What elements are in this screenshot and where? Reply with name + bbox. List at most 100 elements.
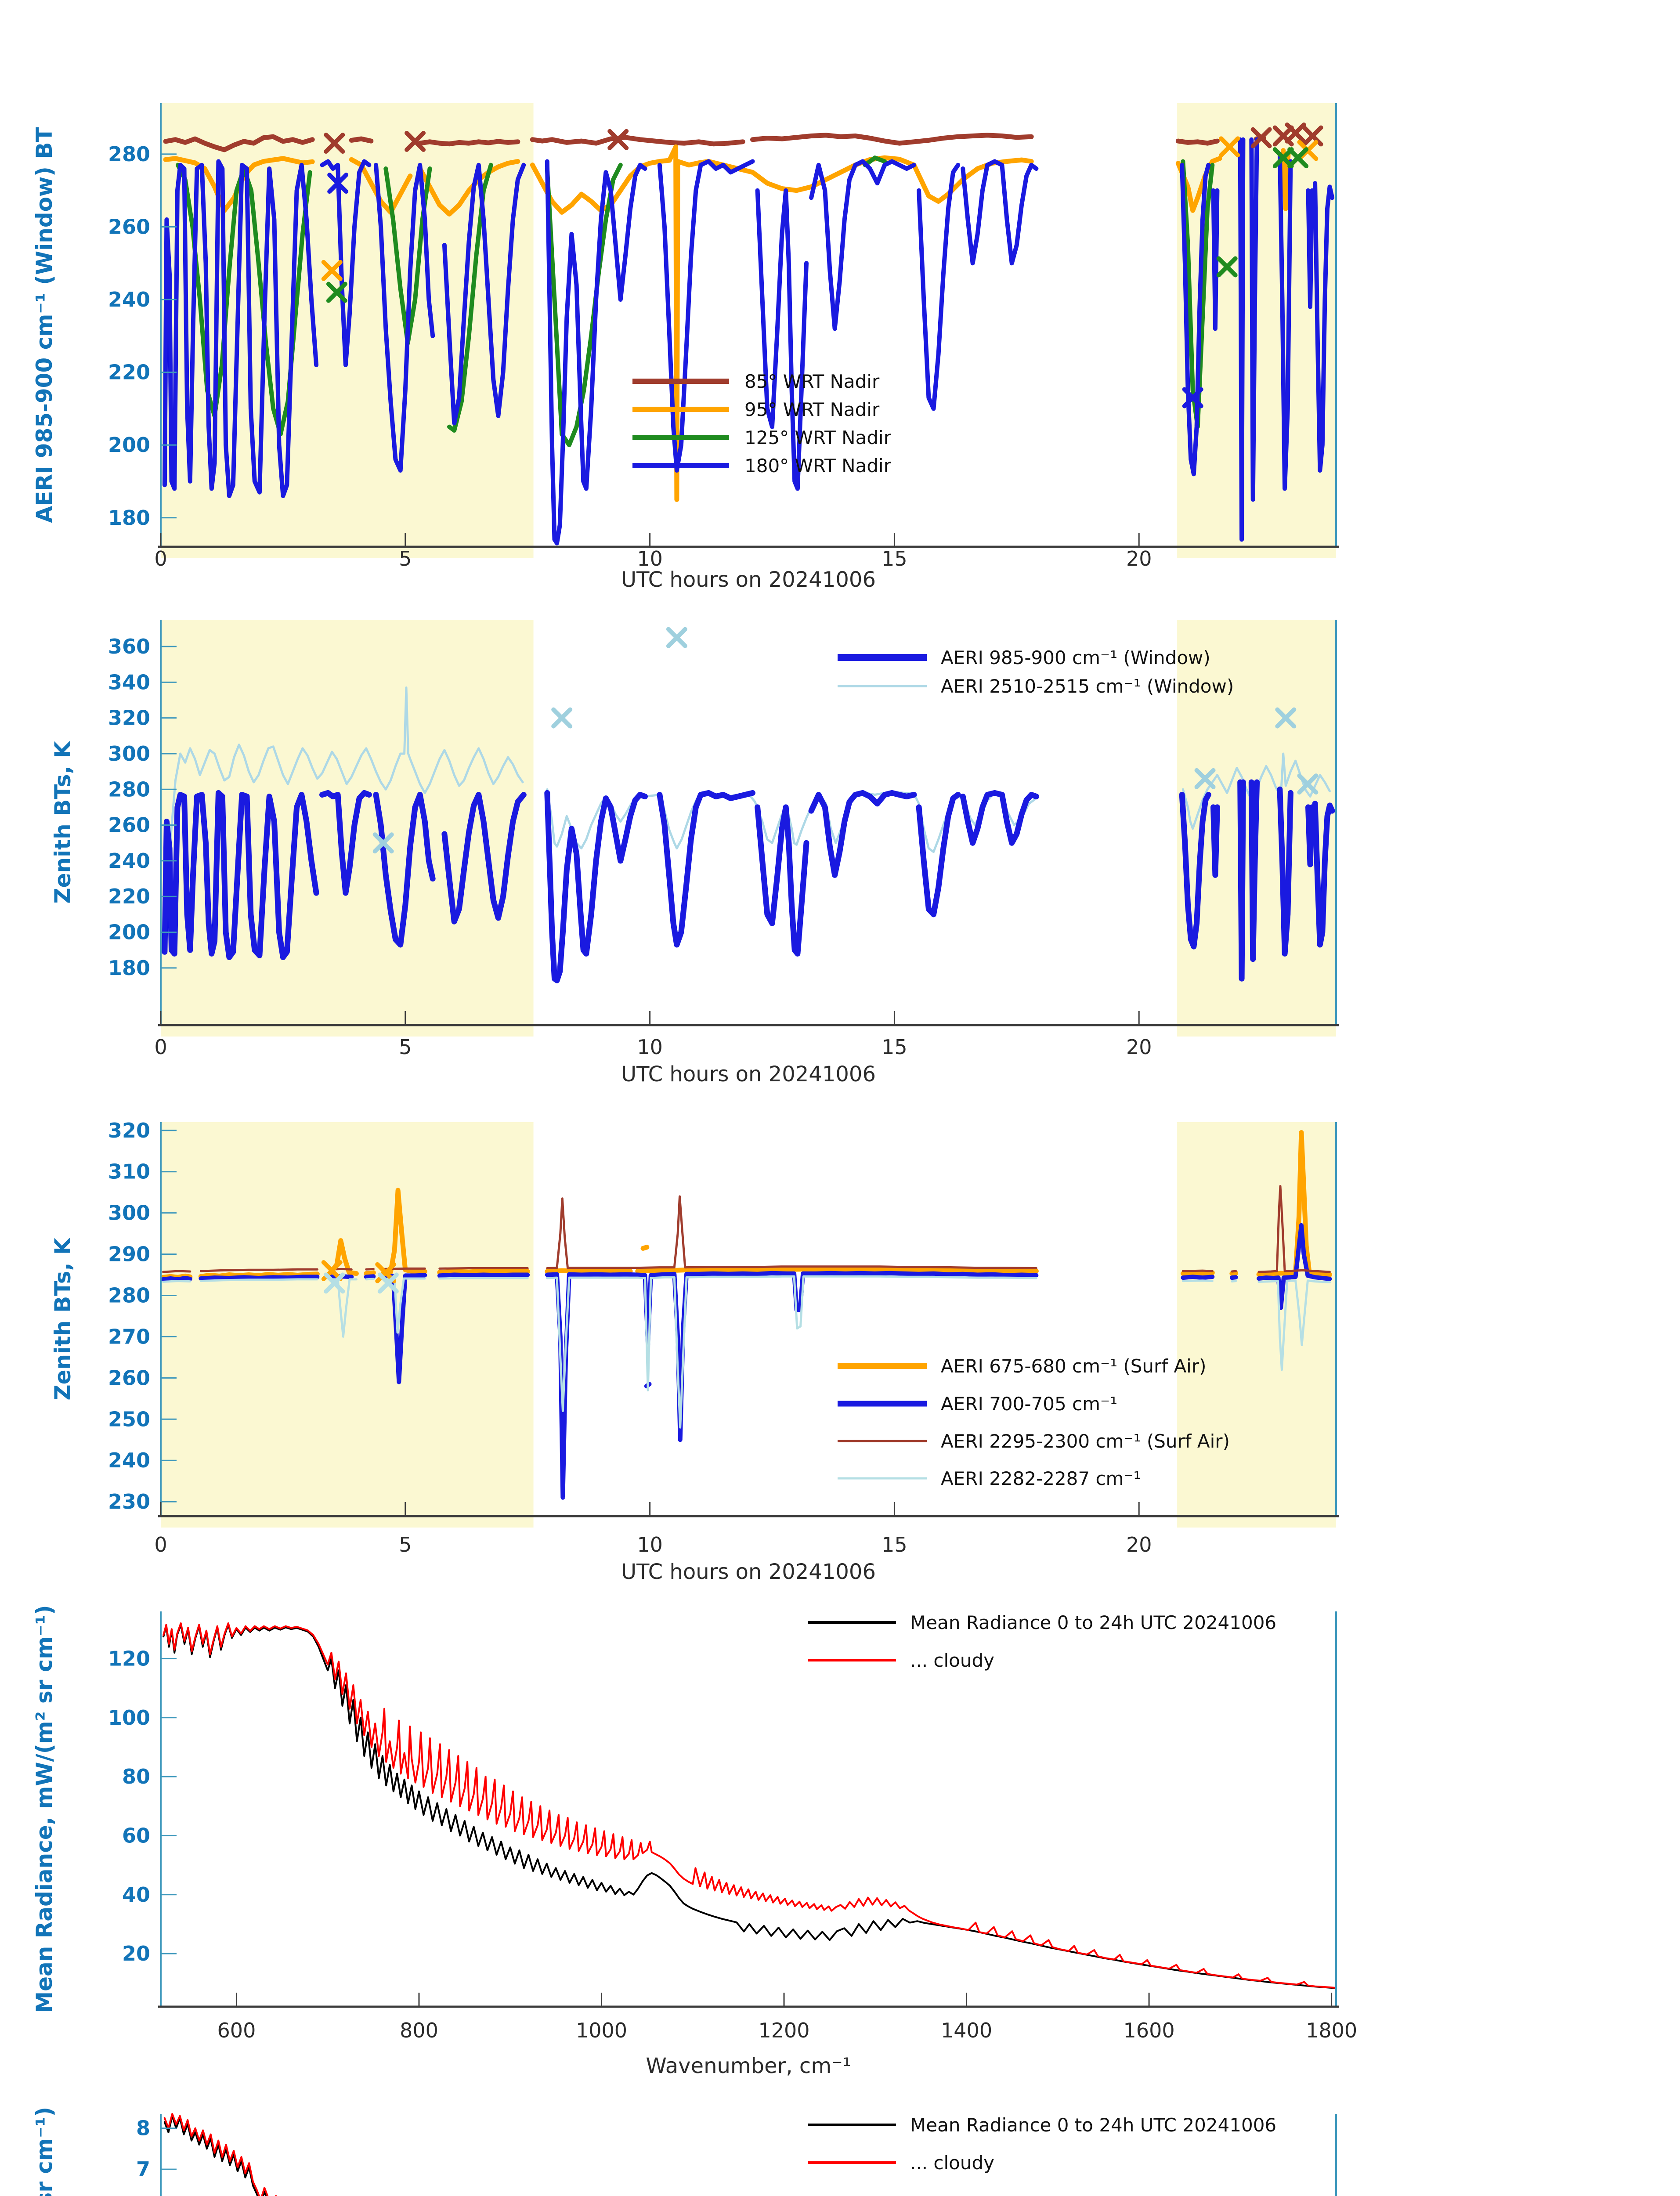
y-tick-label: 7: [136, 2157, 150, 2181]
series-line: [1211, 188, 1220, 331]
series-line: [1180, 163, 1211, 477]
series-line: [1179, 792, 1211, 950]
x-axis-label: UTC hours on 20241006: [621, 1560, 876, 1584]
panel-2-zenith-bt-window: 180 200 220 240 260 280 300 320 340 360 0 5 10 15 20 UT…: [50, 620, 1339, 1087]
x-tick-label: 5: [399, 1035, 412, 1059]
axes: 180 200 220 240 260 280 300 320 340 360 0 5 10 15 20 UT…: [50, 620, 1339, 1087]
legend-item-label: AERI 2295-2300 cm⁻¹ (Surf Air): [941, 1430, 1230, 1452]
x-tick-label: 15: [882, 547, 907, 571]
series-line: [447, 163, 493, 433]
y-tick-label: 230: [108, 1490, 150, 1513]
x-tick-label: 800: [400, 2019, 438, 2042]
series-line: [916, 792, 961, 917]
series-line: [546, 1195, 1037, 1269]
series-line: [1257, 1279, 1331, 1371]
legend-item-label: ... cloudy: [910, 1650, 994, 1671]
x-axis-label: Wavenumber, cm⁻¹: [646, 2054, 851, 2078]
series-line: [657, 159, 755, 473]
series-line: [1277, 786, 1293, 957]
y-tick-label: 120: [108, 1647, 150, 1670]
series-line: [441, 792, 527, 925]
y-tick-label: 270: [108, 1325, 150, 1348]
x-marker-icon: [666, 627, 687, 648]
series-line: [1277, 152, 1293, 491]
y-axis-label: Mean Radiance, mW/(m² sr cm⁻¹): [32, 1605, 57, 2013]
y-tick-label: 280: [108, 777, 150, 801]
series-line: [809, 159, 916, 331]
series-line: [545, 159, 647, 545]
series-line: [364, 1274, 376, 1279]
series-line: [863, 155, 887, 167]
series-line: [438, 1267, 529, 1270]
legend: Mean Radiance 0 to 24h UTC 20241006 ... c…: [808, 2114, 1276, 2174]
x-tick-label: 5: [399, 547, 412, 571]
series-line: [545, 1271, 1039, 1500]
y-tick-label: 300: [108, 1201, 150, 1225]
series-line: [1238, 137, 1246, 542]
x-marker-icon: [1216, 256, 1238, 278]
y-tick-label: 240: [108, 288, 150, 311]
y-tick-label: 280: [108, 142, 150, 166]
y-tick-label: 180: [108, 506, 150, 530]
y-tick-label: 100: [108, 1706, 150, 1730]
y-tick-label: 320: [108, 706, 150, 730]
legend-item-label: Mean Radiance 0 to 24h UTC 20241006: [910, 1612, 1276, 1633]
series-line: [1305, 804, 1315, 867]
y-tick-label: 240: [108, 849, 150, 873]
series-line: [960, 790, 1039, 846]
x-axis-label: UTC hours on 20241006: [621, 567, 876, 592]
panel-4-mean-radiance-longwave: 20 40 60 80 100 120 600 800 1000 1200 1400 1600 1800…: [32, 1605, 1357, 2078]
series-aeri-2282-2287: [162, 1275, 1331, 1429]
y-axis-label: Mean Radiance, mW/(m² sr cm⁻¹): [32, 2107, 57, 2196]
series: [163, 1622, 1337, 1989]
y-axis-label: Zenith BTs, K: [50, 1237, 76, 1401]
series-line: [1256, 1130, 1332, 1277]
series-line: [1313, 181, 1335, 473]
series-line: [1210, 804, 1220, 878]
series-line: [162, 1270, 191, 1273]
series: [162, 133, 1335, 545]
series-line: [750, 133, 1034, 146]
outlier-x-markers: [372, 627, 1319, 854]
y-tick-label: 260: [108, 1366, 150, 1390]
y-tick-label: 220: [108, 361, 150, 384]
legend-item-label: AERI 2282-2287 cm⁻¹: [941, 1468, 1141, 1489]
x-marker-icon: [377, 1272, 399, 1294]
y-axis-label: AERI 985-900 cm⁻¹ (Window) BT: [32, 127, 57, 523]
series-line: [364, 1270, 376, 1276]
series-line: [1306, 188, 1315, 309]
y-tick-label: 200: [108, 433, 150, 457]
series-line: [755, 188, 809, 491]
x-marker-icon: [1285, 122, 1306, 144]
series-mean-radiance-clear: [163, 1624, 1337, 1989]
series-line: [808, 790, 917, 878]
night-shading-band: [1177, 1122, 1336, 1528]
series-line: [163, 2115, 267, 2196]
series-line: [437, 1272, 530, 1278]
series-line: [162, 1280, 191, 1283]
x-marker-icon: [372, 832, 394, 854]
x-axis-label: UTC hours on 20241006: [621, 1062, 876, 1087]
y-tick-label: 200: [108, 921, 150, 944]
series-line: [1237, 779, 1246, 982]
series-line: [546, 1275, 1037, 1429]
legend: AERI 675-680 cm⁻¹ (Surf Air) AERI 700-705…: [838, 1355, 1230, 1489]
series-line: [163, 2113, 277, 2196]
axes: 0123456781800200022002400260028003000Wav…: [32, 2107, 1337, 2196]
series-aeri-985-900-window: [162, 779, 1335, 983]
legend-item-label: AERI 985-900 cm⁻¹ (Window): [941, 647, 1210, 668]
x-marker-icon: [1302, 125, 1323, 147]
x-tick-label: 15: [882, 1035, 907, 1059]
x-marker-icon: [1287, 147, 1309, 169]
legend-item-label: 95° WRT Nadir: [744, 399, 880, 420]
x-marker-icon: [1275, 707, 1297, 729]
x-marker-icon: [405, 130, 426, 152]
outlier-x-markers: [321, 122, 1323, 408]
x-marker-icon: [1182, 387, 1203, 408]
panel-1-aeri-window-bt-angles: 180 200 220 240 260 280 0 5 10 15 20 UTC hours on 2…: [32, 103, 1339, 592]
x-marker-icon: [324, 133, 345, 154]
x-marker-icon: [1219, 136, 1240, 158]
x-marker-icon: [1194, 768, 1216, 789]
series-line: [164, 686, 524, 842]
